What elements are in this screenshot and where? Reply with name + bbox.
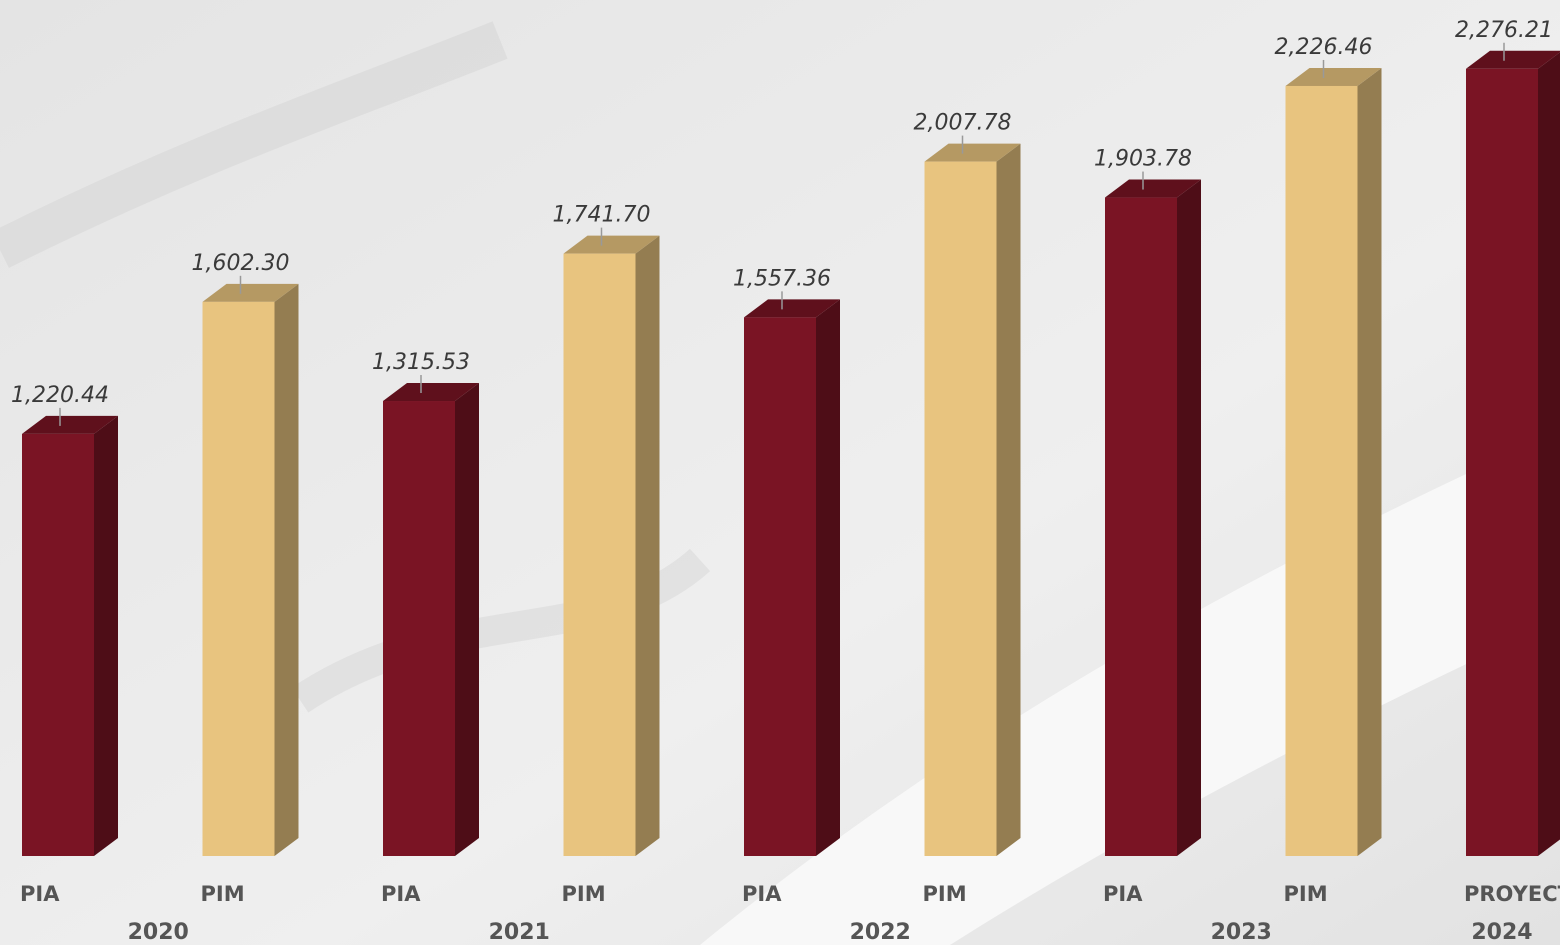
background-ornament [0, 21, 508, 268]
value-label: 2,276.21 [1455, 18, 1553, 43]
x-tick-label: PIA [1103, 882, 1143, 906]
bar [202, 301, 275, 856]
bar-side [996, 143, 1021, 856]
group-label: 2021 [489, 920, 550, 945]
bar-top [202, 283, 299, 302]
bar-top [1105, 179, 1201, 198]
bar-side [455, 383, 479, 856]
bar [22, 433, 94, 856]
bar-top [563, 235, 660, 254]
bar-side [1538, 52, 1560, 856]
bar [1105, 197, 1177, 856]
bar-side [274, 283, 299, 856]
group-label: 2023 [1211, 920, 1272, 945]
bar [563, 253, 636, 856]
bar [744, 317, 816, 857]
bar [924, 161, 997, 856]
x-tick-label: PIA [742, 882, 782, 906]
value-label: 1,602.30 [192, 251, 290, 276]
value-label: 1,220.44 [11, 383, 109, 408]
x-tick-label: PIM [923, 882, 967, 906]
bar-top [1285, 67, 1382, 86]
group-label: 2024 [1471, 920, 1532, 945]
bar-side [1177, 179, 1201, 856]
value-label: 1,315.53 [372, 350, 470, 375]
bar-side [94, 415, 118, 856]
value-label: 2,007.78 [914, 111, 1012, 136]
bar [1285, 85, 1358, 856]
value-label: 1,557.36 [733, 266, 831, 291]
bar-top [744, 299, 840, 318]
x-tick-label: PIM [562, 882, 606, 906]
bar [383, 401, 455, 856]
bar-top [383, 383, 479, 402]
x-tick-label: PIA [20, 882, 60, 906]
group-label: 2020 [128, 920, 189, 945]
group-label: 2022 [850, 920, 911, 945]
value-label: 1,903.78 [1094, 147, 1192, 172]
bar-top [22, 415, 118, 434]
bar-top [1466, 50, 1560, 69]
bar-side [1357, 67, 1382, 856]
x-tick-label: PIA [381, 882, 421, 906]
bar-top [924, 143, 1021, 162]
value-label: 1,741.70 [553, 203, 651, 228]
bar [1466, 68, 1538, 856]
value-label: 2,226.46 [1275, 35, 1373, 60]
x-tick-label: PROYECTO [1464, 882, 1560, 906]
bar-side [635, 235, 660, 856]
bar-side [816, 299, 840, 857]
x-tick-label: PIM [1284, 882, 1328, 906]
x-tick-label: PIM [201, 882, 245, 906]
